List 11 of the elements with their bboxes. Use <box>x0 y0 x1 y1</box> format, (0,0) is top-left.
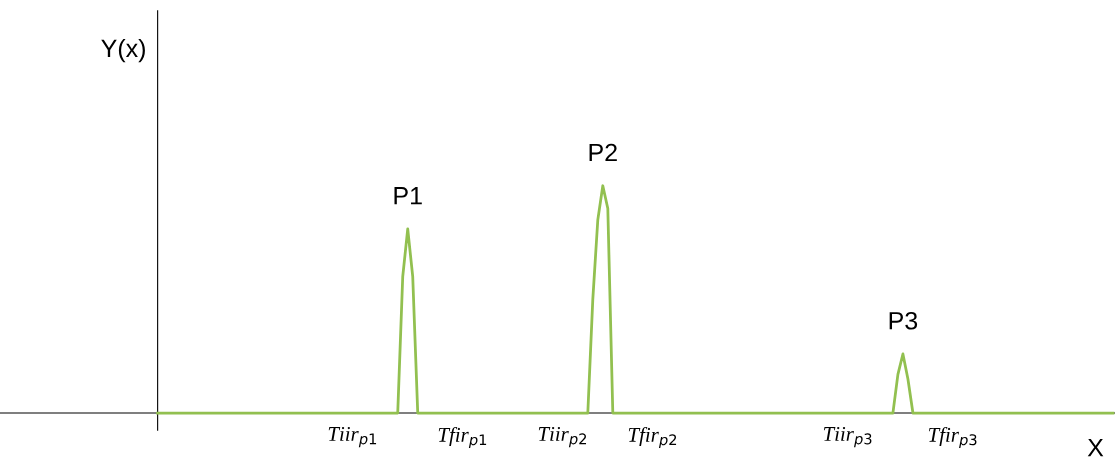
x-tick-label: Tfir$_{p1}$ <box>438 426 487 449</box>
x-tick-label: Tiir$_{p1}$ <box>328 426 377 448</box>
x-tick-label: Tfir$_{p3}$ <box>928 426 977 449</box>
annotation: P1 <box>394 187 422 205</box>
x-axis-title: X <box>1087 438 1104 457</box>
text: P2 <box>589 143 617 162</box>
annotation: P3 <box>889 311 918 330</box>
x-tick-label: Tfir$_{p2}$ <box>628 426 677 449</box>
y-axis-title: Y(x) <box>101 38 145 63</box>
x-tick-label: Tiir$_{p2}$ <box>538 426 587 448</box>
x-tick-label: Tiir$_{p3}$ <box>823 426 872 448</box>
